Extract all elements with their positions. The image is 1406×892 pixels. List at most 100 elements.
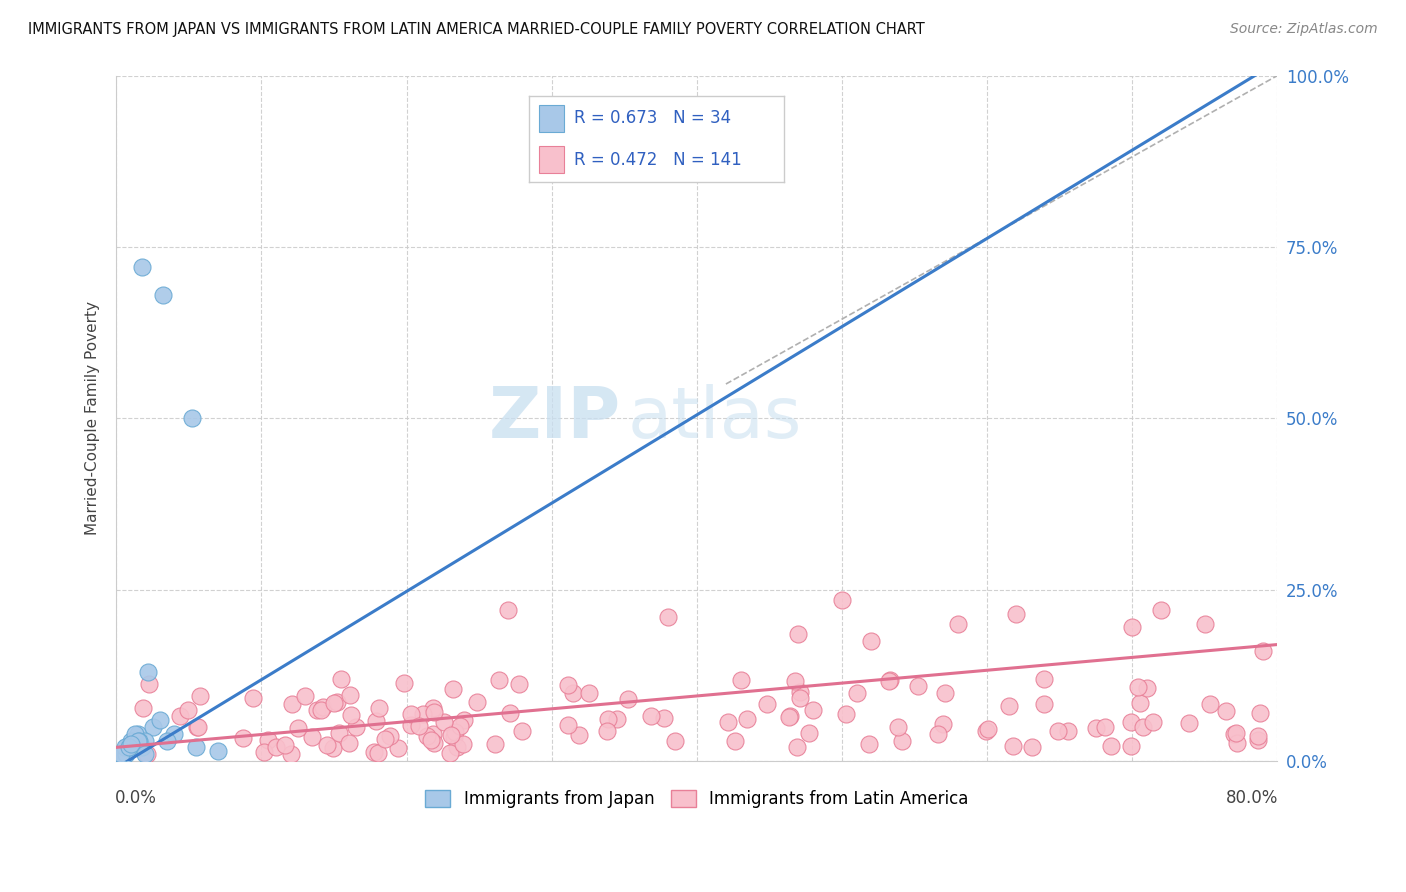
Point xyxy=(640,708,662,723)
Point xyxy=(274,738,297,752)
Point xyxy=(328,726,350,740)
Point xyxy=(387,741,409,756)
Point xyxy=(337,736,360,750)
Text: IMMIGRANTS FROM JAPAN VS IMMIGRANTS FROM LATIN AMERICA MARRIED-COUPLE FAMILY POV: IMMIGRANTS FROM JAPAN VS IMMIGRANTS FROM… xyxy=(28,22,925,37)
Point xyxy=(169,709,191,723)
Point xyxy=(242,691,264,706)
Point xyxy=(281,697,304,711)
Point xyxy=(934,685,956,699)
Point xyxy=(730,673,752,687)
Point xyxy=(831,593,853,607)
Point xyxy=(399,718,422,732)
Point xyxy=(443,730,465,744)
Point xyxy=(606,712,628,726)
Point xyxy=(1198,697,1220,711)
Point xyxy=(301,730,323,744)
Point xyxy=(1225,725,1247,739)
Point xyxy=(1001,739,1024,754)
Point xyxy=(188,689,211,703)
Point xyxy=(401,707,423,722)
Point xyxy=(152,288,174,302)
Point xyxy=(778,710,800,724)
Point xyxy=(1121,620,1143,634)
Point xyxy=(789,685,811,699)
Point xyxy=(860,634,883,648)
Point xyxy=(977,722,1000,736)
Point xyxy=(755,698,778,712)
Point xyxy=(114,747,136,762)
Point xyxy=(561,686,583,700)
Point xyxy=(187,720,209,734)
Point xyxy=(496,603,519,617)
Point xyxy=(1249,706,1271,720)
Point xyxy=(232,731,254,745)
Point xyxy=(131,701,153,715)
Point xyxy=(1033,673,1056,687)
Point xyxy=(128,733,150,747)
Point xyxy=(149,713,172,727)
Point xyxy=(779,708,801,723)
Point xyxy=(664,734,686,748)
Point xyxy=(1215,704,1237,718)
Point xyxy=(422,726,444,740)
Point xyxy=(367,747,389,761)
Point xyxy=(488,673,510,687)
Point xyxy=(439,746,461,760)
Point xyxy=(156,733,179,747)
Point xyxy=(142,720,165,734)
Point xyxy=(118,740,141,755)
Point xyxy=(180,411,202,425)
Point xyxy=(931,717,953,731)
Text: 0.0%: 0.0% xyxy=(115,789,157,806)
Point xyxy=(1128,680,1150,694)
Point xyxy=(253,745,276,759)
Point xyxy=(1119,739,1142,753)
Point xyxy=(1084,721,1107,735)
Point xyxy=(136,665,159,679)
Text: atlas: atlas xyxy=(627,384,801,453)
Point xyxy=(108,747,131,762)
Point xyxy=(433,714,456,729)
Point xyxy=(879,673,901,687)
Point xyxy=(441,682,464,697)
Point xyxy=(344,720,367,734)
Point xyxy=(305,702,328,716)
Point xyxy=(1128,696,1150,710)
Point xyxy=(484,737,506,751)
Point xyxy=(1132,720,1154,734)
Point xyxy=(1251,644,1274,658)
Point xyxy=(1101,739,1123,753)
Point xyxy=(294,690,316,704)
Point xyxy=(110,747,132,762)
Point xyxy=(1150,603,1173,617)
Point xyxy=(1094,720,1116,734)
Point xyxy=(416,730,439,744)
Point xyxy=(557,677,579,691)
Point xyxy=(111,747,134,762)
Point xyxy=(264,739,287,754)
Point xyxy=(1032,697,1054,711)
Point xyxy=(118,740,141,755)
Point xyxy=(890,734,912,748)
Point xyxy=(1119,714,1142,729)
Point xyxy=(339,688,361,702)
Point xyxy=(122,733,145,747)
Point xyxy=(724,733,747,747)
Point xyxy=(449,719,471,733)
Text: ZIP: ZIP xyxy=(489,384,621,453)
Point xyxy=(127,726,149,740)
Point xyxy=(340,708,363,723)
Point xyxy=(121,740,143,755)
Point xyxy=(510,723,533,738)
Point xyxy=(374,731,396,746)
Point xyxy=(115,747,138,762)
Point xyxy=(117,740,139,755)
Point xyxy=(886,720,908,734)
Point xyxy=(127,733,149,747)
Point xyxy=(422,700,444,714)
Point xyxy=(323,696,346,710)
Point xyxy=(115,740,138,755)
Point xyxy=(280,747,302,761)
Point xyxy=(617,692,640,706)
Point xyxy=(184,740,207,755)
